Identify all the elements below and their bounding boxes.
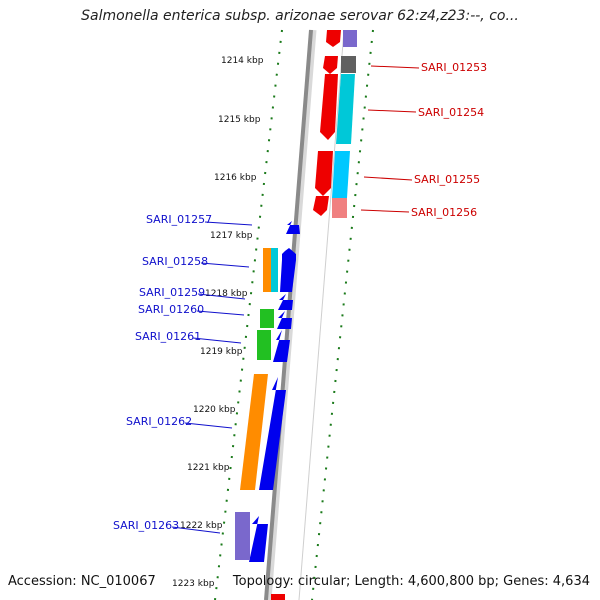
label-leader bbox=[197, 293, 246, 300]
gene-feature[interactable] bbox=[326, 30, 341, 47]
gene-box[interactable] bbox=[263, 248, 271, 292]
scale-label: 1223 kbp bbox=[172, 579, 215, 589]
label-leader bbox=[204, 221, 253, 226]
scale-label: 1219 kbp bbox=[200, 347, 243, 357]
forward-genes bbox=[249, 221, 300, 562]
gene-feature[interactable] bbox=[320, 74, 338, 140]
gene-label[interactable]: SARI_01261 bbox=[135, 330, 201, 343]
right-boxes bbox=[271, 30, 357, 600]
gene-feature[interactable] bbox=[280, 260, 296, 292]
scale-label: 1215 kbp bbox=[218, 115, 261, 125]
gene-feature[interactable] bbox=[278, 294, 293, 310]
gene-box[interactable] bbox=[332, 151, 350, 198]
backbone-line bbox=[264, 29, 313, 600]
label-leader bbox=[196, 310, 245, 316]
label-leader bbox=[171, 526, 221, 534]
label-leader bbox=[363, 176, 413, 181]
gene-label[interactable]: SARI_01255 bbox=[414, 173, 480, 186]
gene-feature[interactable] bbox=[313, 196, 329, 216]
gene-box[interactable] bbox=[260, 309, 274, 328]
gene-label[interactable]: SARI_01257 bbox=[146, 213, 212, 226]
gene-feature[interactable] bbox=[259, 377, 286, 490]
scale-label: 1214 kbp bbox=[221, 56, 264, 66]
left-dotted-guide bbox=[214, 29, 283, 600]
gene-box[interactable] bbox=[341, 56, 356, 73]
label-leader bbox=[370, 65, 420, 69]
gene-feature[interactable] bbox=[323, 56, 338, 74]
scale-label: 1216 kbp bbox=[214, 173, 257, 183]
gene-label[interactable]: SARI_01253 bbox=[421, 61, 487, 74]
gene-feature[interactable] bbox=[271, 594, 285, 600]
reverse-genes bbox=[313, 30, 341, 216]
scale-labels: 1214 kbp 1215 kbp 1216 kbp 1217 kbp 1218… bbox=[172, 56, 264, 589]
left-gene-labels: SARI_01257 SARI_01258 SARI_01259 SARI_01… bbox=[113, 213, 253, 534]
scale-label: 1220 kbp bbox=[193, 405, 236, 415]
gene-feature[interactable] bbox=[273, 330, 290, 362]
gene-label[interactable]: SARI_01263 bbox=[113, 519, 179, 532]
gene-feature[interactable] bbox=[286, 221, 300, 234]
gene-label[interactable]: SARI_01259 bbox=[139, 286, 205, 299]
gene-feature[interactable] bbox=[277, 311, 292, 329]
gene-feature[interactable] bbox=[315, 151, 333, 196]
gene-box[interactable] bbox=[332, 198, 347, 218]
label-leader bbox=[192, 337, 242, 344]
scale-label: 1217 kbp bbox=[210, 231, 253, 241]
scale-label: 1218 kbp bbox=[205, 289, 248, 299]
backbone-outer bbox=[298, 29, 345, 600]
left-boxes bbox=[235, 248, 278, 560]
gene-feature[interactable] bbox=[249, 516, 268, 562]
right-gene-labels: SARI_01253 SARI_01254 SARI_01255 SARI_01… bbox=[360, 61, 487, 219]
label-leader bbox=[184, 422, 233, 429]
right-dotted-guide bbox=[311, 29, 374, 600]
gene-box[interactable] bbox=[240, 374, 268, 490]
gene-label[interactable]: SARI_01256 bbox=[411, 206, 477, 219]
gene-box[interactable] bbox=[235, 512, 250, 560]
scale-label: 1221 kbp bbox=[187, 463, 230, 473]
gene-feature[interactable] bbox=[282, 248, 296, 260]
gene-box[interactable] bbox=[336, 74, 355, 144]
gene-label[interactable]: SARI_01258 bbox=[142, 255, 208, 268]
accession-text: Accession: NC_010067 bbox=[8, 574, 156, 589]
label-leader bbox=[200, 262, 250, 268]
label-leader bbox=[367, 109, 417, 113]
gene-label[interactable]: SARI_01260 bbox=[138, 303, 204, 316]
gene-box[interactable] bbox=[257, 330, 271, 360]
gene-label[interactable]: SARI_01254 bbox=[418, 106, 484, 119]
gene-box[interactable] bbox=[271, 248, 278, 292]
gene-label[interactable]: SARI_01262 bbox=[126, 415, 192, 428]
map-title: Salmonella enterica subsp. arizonae sero… bbox=[81, 8, 519, 24]
label-leader bbox=[360, 209, 410, 213]
scale-label: 1222 kbp bbox=[180, 521, 223, 531]
gene-box[interactable] bbox=[343, 30, 357, 47]
topology-text: Topology: circular; Length: 4,600,800 bp… bbox=[232, 574, 590, 589]
